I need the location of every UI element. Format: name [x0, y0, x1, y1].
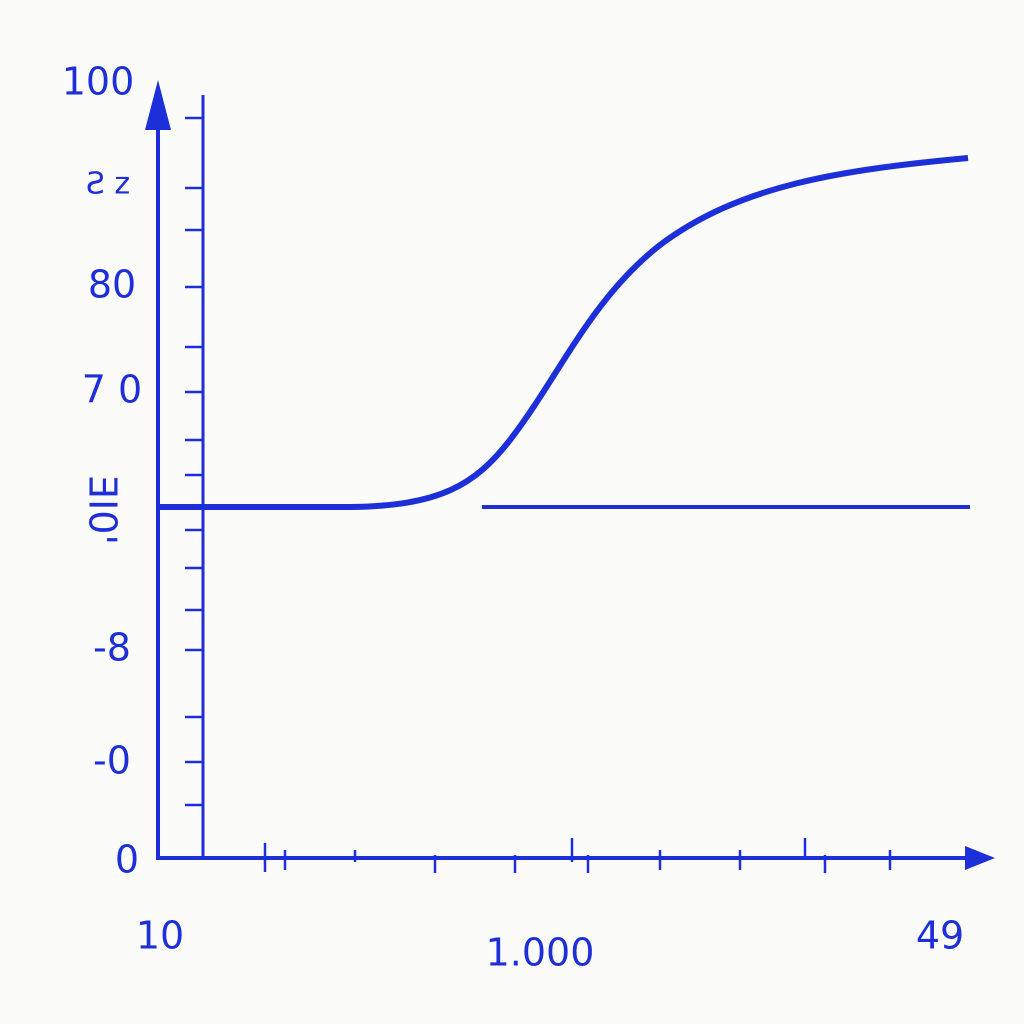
y-label: 7 0 [82, 368, 142, 412]
x-label: 49 [916, 914, 964, 958]
x-label: 1.000 [486, 931, 595, 975]
curve [158, 155, 969, 510]
y-ticks [185, 116, 203, 807]
y-label: 100 [62, 60, 135, 104]
x-ticks [263, 838, 892, 873]
y-label: -8 [93, 626, 131, 670]
x-label: 10 [136, 914, 184, 958]
axes [145, 80, 995, 870]
y-label: -0 [93, 739, 131, 783]
y-label: ƎI0' [81, 475, 125, 545]
y-label: 80 [88, 263, 136, 307]
y-label: 0 [115, 838, 139, 882]
y-label: Ƨ z [86, 167, 130, 202]
